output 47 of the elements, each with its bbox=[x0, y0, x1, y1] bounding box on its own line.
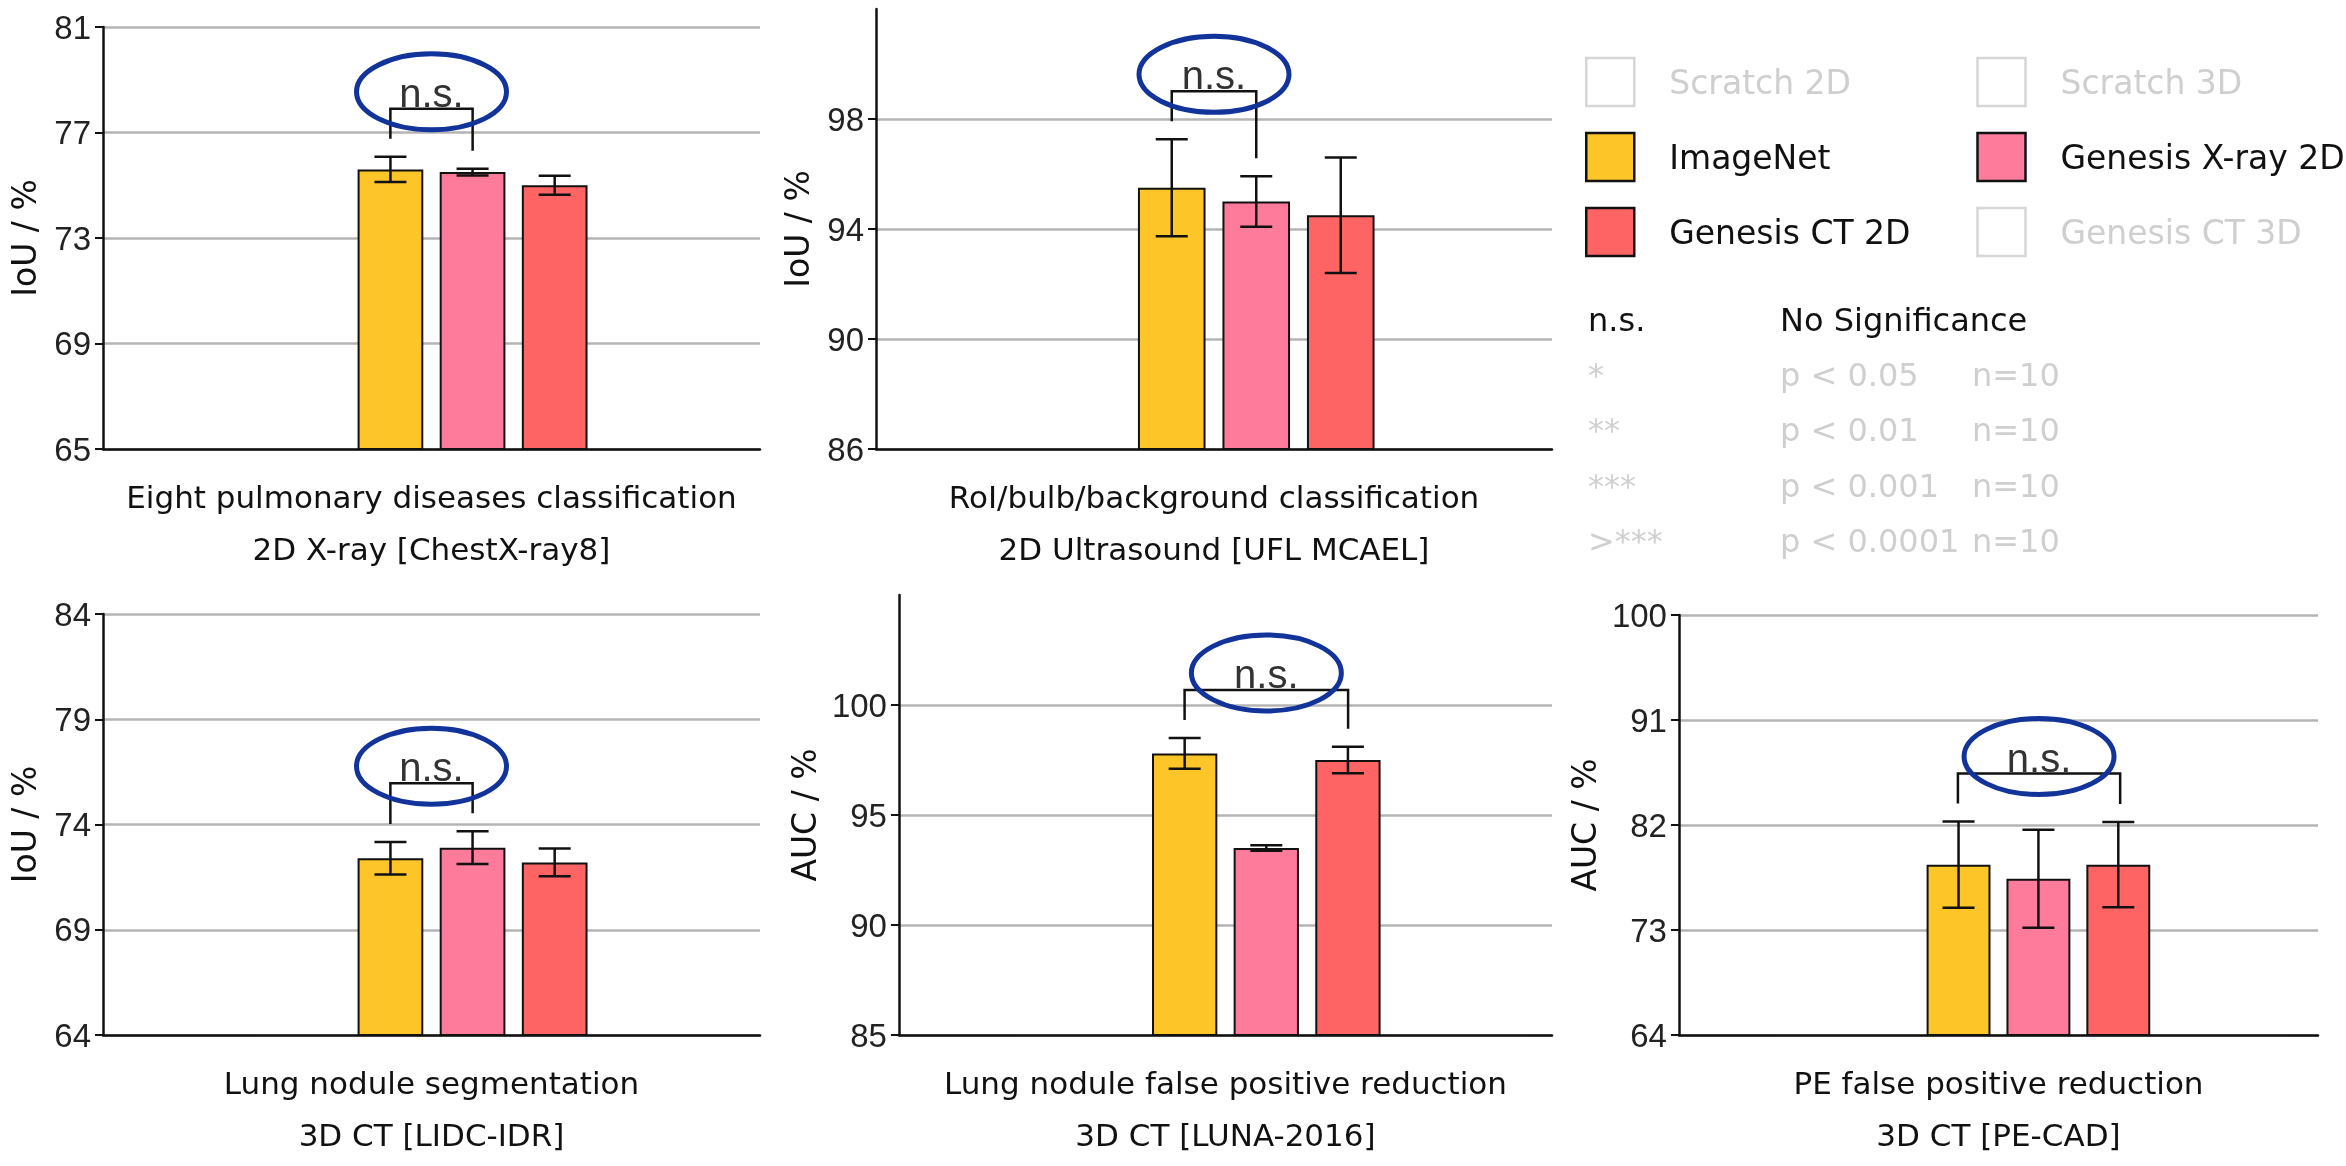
y-tick-label: 69 bbox=[54, 325, 91, 362]
y-tick-label: 79 bbox=[54, 700, 91, 738]
y-tick-label: 64 bbox=[1630, 1016, 1667, 1054]
text: No Significance bbox=[1780, 300, 2029, 341]
y-tick-label: 86 bbox=[827, 430, 864, 468]
y-tick-label: 64 bbox=[54, 1016, 91, 1054]
y-tick-label: 95 bbox=[850, 796, 887, 834]
y-tick-label: 90 bbox=[827, 320, 864, 358]
y-tick-label: 77 bbox=[54, 114, 91, 151]
text: *** bbox=[1588, 465, 1637, 507]
y-tick-label: 94 bbox=[827, 210, 864, 248]
y-axis-title: IoU / % bbox=[5, 765, 44, 884]
legend-label: Genesis CT 2D bbox=[1669, 212, 1911, 252]
x-axis-title: Lung nodule false positive reduction 3D CT [LUNA-2016] bbox=[944, 1065, 1507, 1153]
text: n.s. bbox=[1588, 300, 1647, 341]
y-tick-label: 100 bbox=[831, 686, 887, 724]
y-axis-title: AUC / % bbox=[785, 748, 824, 882]
x-axis-title: RoI/bulb/background classification 2D Ultrasound [UFL MCAEL] bbox=[948, 479, 1480, 567]
y-tick-label: 73 bbox=[1630, 911, 1667, 949]
y-tick-label: 81 bbox=[54, 8, 91, 46]
y-tick-label: 91 bbox=[1630, 701, 1667, 739]
y-tick-label: 90 bbox=[850, 906, 887, 944]
y-tick-label: 74 bbox=[54, 806, 91, 843]
y-tick-label: 98 bbox=[827, 100, 864, 138]
y-tick-label: 73 bbox=[54, 219, 91, 257]
y-tick-label: 65 bbox=[54, 430, 91, 468]
y-tick-label: 69 bbox=[54, 911, 91, 949]
annotation: n.s. bbox=[399, 745, 464, 790]
y-axis-title: AUC / % bbox=[1565, 758, 1604, 892]
y-tick-label: 84 bbox=[54, 595, 91, 633]
y-tick-label: 82 bbox=[1630, 806, 1667, 844]
annotation: n.s. bbox=[399, 70, 464, 115]
x-axis-title: Eight pulmonary diseases classification 2D X-ray [ChestX-ray8] bbox=[126, 479, 737, 567]
x-axis-title: Lung nodule segmentation 3D CT [LIDC-IDR] bbox=[223, 1065, 640, 1153]
annotation: n.s. bbox=[1234, 652, 1299, 696]
annotation: n.s. bbox=[1181, 53, 1247, 98]
legend-label: Genesis X-ray 2D bbox=[2060, 137, 2345, 177]
y-axis-title: IoU / % bbox=[778, 170, 817, 288]
text: ** bbox=[1588, 410, 1621, 452]
text: * bbox=[1588, 355, 1605, 397]
y-tick-label: 100 bbox=[1611, 596, 1667, 634]
legend-label: ImageNet bbox=[1669, 137, 1831, 177]
x-axis-title: PE false positive reduction 3D CT [PE-CAD] bbox=[1793, 1065, 2204, 1153]
y-axis-title: IoU / % bbox=[5, 179, 44, 297]
annotation: n.s. bbox=[2006, 735, 2072, 780]
text: >*** bbox=[1588, 520, 1664, 562]
y-tick-label: 85 bbox=[850, 1016, 887, 1054]
